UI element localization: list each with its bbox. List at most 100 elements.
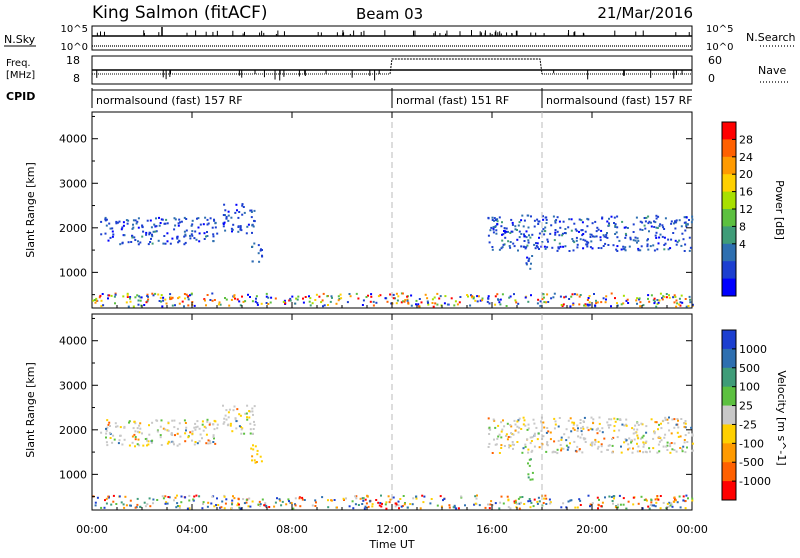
echo-cell: [109, 227, 112, 230]
echo-cell: [370, 295, 373, 298]
echo-cell: [533, 219, 536, 222]
echo-cell: [187, 295, 190, 298]
echo-cell: [234, 211, 237, 214]
echo-cell: [166, 502, 169, 505]
echo-cell: [543, 497, 546, 500]
echo-cell: [614, 506, 617, 509]
echo-cell: [496, 223, 499, 226]
echo-cell: [518, 426, 521, 429]
echo-cell: [553, 239, 556, 242]
echo-cell: [241, 295, 243, 298]
echo-cell: [267, 296, 270, 299]
echo-cell: [503, 425, 506, 428]
echo-cell: [637, 424, 640, 426]
echo-cell: [155, 419, 158, 422]
echo-cell: [206, 418, 209, 421]
colorbar-tick-label: 24: [739, 151, 753, 164]
echo-cell: [311, 302, 314, 305]
echo-cell: [239, 414, 242, 417]
echo-cell: [622, 294, 625, 297]
echo-cell: [600, 301, 603, 304]
echo-cell: [492, 227, 495, 230]
echo-cell: [493, 217, 496, 220]
echo-cell: [296, 298, 299, 301]
echo-cell: [502, 502, 505, 505]
echo-cell: [173, 217, 176, 220]
echo-cell: [235, 420, 238, 423]
echo-cell: [661, 298, 664, 301]
echo-cell: [656, 248, 659, 251]
echo-cell: [625, 507, 628, 510]
echo-cell: [257, 252, 260, 255]
echo-cell: [191, 234, 194, 237]
echo-cell: [531, 436, 534, 439]
echo-cell: [540, 429, 543, 432]
echo-cell: [613, 429, 616, 432]
echo-cell: [257, 244, 260, 247]
echo-cell: [614, 223, 617, 226]
echo-cell: [209, 217, 212, 220]
echo-cell: [679, 301, 682, 304]
echo-cell: [616, 236, 619, 239]
echo-cell: [210, 502, 213, 505]
echo-cell: [684, 243, 687, 246]
echo-cell: [212, 435, 215, 438]
echo-cell: [587, 297, 590, 299]
echo-cell: [514, 228, 517, 231]
echo-cell: [502, 243, 505, 246]
echo-cell: [433, 296, 436, 299]
echo-cell: [672, 232, 675, 234]
echo-cell: [669, 442, 672, 445]
echo-cell: [503, 227, 506, 230]
echo-cell: [294, 497, 297, 500]
echo-cell: [683, 441, 686, 444]
echo-cell: [691, 303, 694, 306]
echo-cell: [501, 293, 504, 296]
echo-cell: [677, 426, 680, 429]
echo-cell: [195, 238, 198, 241]
echo-cell: [406, 506, 409, 509]
echo-cell: [213, 428, 216, 431]
echo-cell: [651, 504, 654, 507]
echo-cell: [494, 426, 497, 429]
echo-cell: [222, 422, 225, 425]
echo-cell: [232, 495, 234, 498]
echo-cell: [533, 243, 536, 246]
echo-cell: [669, 247, 672, 250]
echo-cell: [233, 497, 236, 500]
echo-cell: [664, 217, 667, 220]
echo-cell: [594, 220, 597, 223]
echo-cell: [118, 220, 121, 223]
echo-cell: [670, 503, 673, 506]
echo-cell: [614, 224, 617, 227]
echo-cell: [193, 304, 196, 307]
echo-cell: [558, 220, 561, 223]
echo-cell: [579, 422, 582, 424]
echo-cell: [427, 303, 430, 306]
echo-cell: [216, 427, 219, 430]
nsky-tick-top: 10^5: [61, 24, 88, 35]
echo-cell: [174, 224, 177, 227]
echo-cell: [659, 495, 662, 497]
echo-cell: [613, 216, 616, 219]
echo-cell: [166, 240, 169, 243]
echo-cell: [283, 299, 286, 302]
echo-cell: [364, 505, 367, 508]
echo-cell: [590, 416, 593, 419]
echo-cell: [138, 431, 141, 434]
echo-cell: [230, 227, 233, 230]
echo-cell: [595, 235, 598, 238]
echo-cell: [524, 296, 527, 299]
echo-cell: [638, 297, 641, 300]
echo-cell: [241, 213, 244, 216]
echo-cell: [120, 501, 123, 504]
echo-cell: [658, 225, 661, 228]
echo-cell: [299, 505, 302, 508]
echo-cell: [116, 221, 119, 224]
echo-cell: [101, 293, 104, 295]
echo-cell: [400, 301, 403, 304]
echo-cell: [530, 440, 533, 442]
echo-cell: [145, 231, 148, 234]
echo-cell: [536, 438, 539, 441]
echo-cell: [121, 241, 124, 244]
